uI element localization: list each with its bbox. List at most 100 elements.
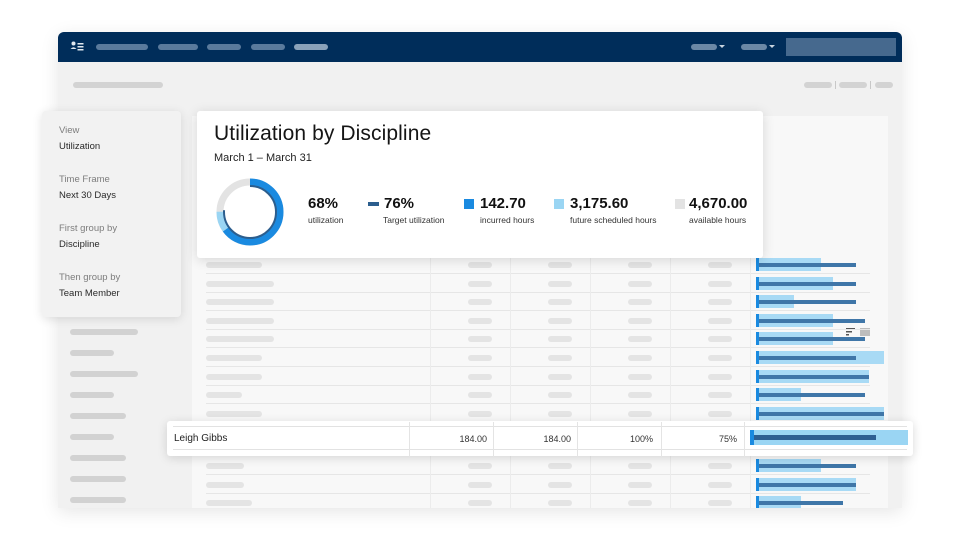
group-list-item[interactable] — [70, 413, 126, 419]
target-bar — [756, 300, 856, 305]
table-row[interactable] — [206, 368, 870, 386]
incurred-hours-bar — [756, 351, 759, 364]
filter-view[interactable]: View Utilization — [59, 125, 100, 153]
filter-first-group[interactable]: First group by Discipline — [59, 223, 117, 251]
row-name-placeholder — [206, 373, 262, 380]
target-bar — [750, 435, 876, 440]
column-divider — [590, 256, 591, 508]
incurred-hours-bar — [756, 295, 759, 309]
table-row[interactable] — [206, 457, 870, 475]
cell-value-placeholder — [468, 481, 492, 488]
cell-value-placeholder — [628, 262, 652, 268]
table-row[interactable] — [206, 275, 870, 293]
utilization-percent: 100% — [629, 434, 653, 444]
utilization-bar — [756, 386, 886, 404]
dropdown-2[interactable] — [741, 44, 767, 50]
table-row[interactable] — [206, 349, 884, 367]
group-list-item[interactable] — [70, 434, 114, 440]
table-row[interactable] — [206, 494, 870, 508]
cell-value-placeholder — [708, 410, 732, 417]
cell-value-placeholder — [468, 336, 492, 343]
cell-value-placeholder — [708, 317, 732, 324]
cell-value-placeholder — [548, 355, 572, 361]
team-member-name: Leigh Gibbs — [174, 433, 228, 444]
table-row[interactable] — [206, 293, 870, 312]
target-bar — [756, 393, 865, 398]
cell-value-placeholder — [468, 317, 492, 324]
group-list-item[interactable] — [70, 455, 126, 461]
incurred-legend-swatch — [464, 199, 474, 209]
people-list-icon[interactable] — [70, 40, 84, 54]
cell-value-placeholder — [628, 410, 652, 417]
group-list-item[interactable] — [70, 392, 114, 398]
cell-value-placeholder — [548, 280, 572, 287]
divider — [870, 81, 871, 89]
highlighted-table-row[interactable]: Leigh Gibbs 184.00 184.00 100% 75% — [167, 421, 913, 457]
filter-value: Next 30 Days — [59, 190, 117, 201]
table-row[interactable] — [206, 330, 870, 349]
utilization-donut-chart — [216, 178, 284, 246]
nav-item-4[interactable] — [251, 44, 285, 50]
cell-value-placeholder — [708, 500, 732, 507]
target-bar — [756, 263, 856, 267]
incurred-hours-bar — [756, 406, 759, 420]
row-name-placeholder — [206, 280, 274, 287]
table-row[interactable] — [206, 476, 870, 494]
filter-label: View — [59, 125, 80, 136]
row-name-placeholder — [206, 299, 274, 306]
target-bar — [756, 501, 844, 506]
chevron-down-icon — [719, 45, 725, 48]
stat-label: available hours — [689, 215, 747, 225]
nav-item-1[interactable] — [96, 44, 148, 50]
target-percent: 75% — [718, 434, 737, 444]
donut-future-segment — [216, 178, 284, 246]
group-list-item[interactable] — [70, 497, 126, 503]
utilization-bar — [756, 405, 886, 423]
group-list-item[interactable] — [70, 350, 114, 356]
nav-item-2[interactable] — [158, 44, 198, 50]
target-bar — [756, 337, 865, 342]
table-row[interactable] — [206, 256, 870, 274]
cell-value-placeholder — [708, 262, 732, 268]
stat-value: 76% — [384, 195, 415, 212]
stat-value: 142.70 — [480, 195, 526, 212]
table-row[interactable] — [206, 386, 870, 405]
cell-value-placeholder — [708, 463, 732, 469]
column-divider — [744, 422, 745, 457]
page-title-placeholder — [73, 82, 163, 88]
incurred-hours-bar — [756, 258, 759, 271]
table-view-icon[interactable] — [860, 328, 870, 336]
incurred-hours-bar — [756, 459, 759, 472]
action-link-1[interactable] — [804, 82, 832, 88]
nav-item-5[interactable] — [294, 44, 328, 50]
group-list-item[interactable] — [70, 329, 138, 335]
filter-panel: View Utilization Time Frame Next 30 Days… — [42, 111, 181, 317]
dropdown-1[interactable] — [691, 44, 717, 50]
cell-value-placeholder — [708, 481, 732, 488]
stat-target: 76% Target utilization — [383, 195, 444, 225]
target-bar — [756, 464, 856, 468]
group-list-item[interactable] — [70, 371, 138, 377]
action-link-3[interactable] — [875, 82, 893, 88]
incurred-hours-bar — [756, 477, 759, 491]
stat-incurred: 142.70 incurred hours — [480, 195, 534, 225]
table-row[interactable] — [206, 312, 870, 330]
cell-value-placeholder — [628, 392, 652, 399]
filter-then-group[interactable]: Then group by Team Member — [59, 272, 120, 300]
available-legend-swatch — [675, 199, 685, 209]
search-input[interactable] — [786, 38, 896, 56]
utilization-summary-card: Utilization by Discipline March 1 – Marc… — [197, 111, 763, 258]
row-name-placeholder — [206, 463, 244, 469]
filter-time-frame[interactable]: Time Frame Next 30 Days — [59, 174, 116, 202]
donut-target-ring — [223, 185, 277, 239]
action-link-2[interactable] — [839, 82, 867, 88]
filter-label: First group by — [59, 223, 118, 234]
cell-value-placeholder — [468, 299, 492, 306]
incurred-hours-bar — [756, 313, 759, 327]
group-list-item[interactable] — [70, 476, 126, 482]
filter-value: Discipline — [59, 239, 100, 250]
bar-view-icon[interactable] — [846, 328, 856, 336]
row-name-placeholder — [206, 481, 244, 488]
nav-item-3[interactable] — [207, 44, 241, 50]
target-bar — [756, 482, 856, 487]
